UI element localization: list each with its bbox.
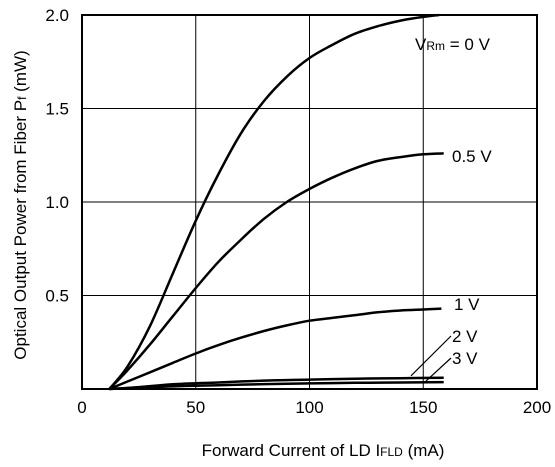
x-tick-label: 50 <box>186 398 205 417</box>
series-line <box>109 380 444 391</box>
y-tick-label: 1.5 <box>45 100 69 119</box>
x-tick-label: 0 <box>77 398 86 417</box>
label-leader-line <box>425 357 452 382</box>
y-tick-label: 0.5 <box>45 287 69 306</box>
y-axis-label: Optical Output Power from Fiber Pf (mW) <box>11 50 30 359</box>
x-tick-label: 100 <box>295 398 323 417</box>
plot-frame <box>81 14 538 390</box>
x-tick-label: 200 <box>523 398 551 417</box>
y-tick-label: 1.0 <box>45 193 69 212</box>
series-label: 2 V <box>452 327 478 346</box>
grid-lines <box>82 15 537 389</box>
x-tick-labels: 0 50 100 150 200 <box>77 398 551 417</box>
y-tick-labels: 0.5 1.0 1.5 2.0 <box>45 6 69 306</box>
series-line <box>108 152 444 390</box>
series-labels: VRm = 0 V 0.5 V 1 V 2 V 3 V <box>410 35 492 382</box>
x-tick-label: 150 <box>409 398 437 417</box>
series-label: 1 V <box>454 295 480 314</box>
series-line <box>108 307 442 391</box>
series-lines <box>108 13 444 391</box>
y-tick-label: 2.0 <box>45 6 69 25</box>
series-label: 0.5 V <box>452 147 492 166</box>
series-label: VRm = 0 V <box>415 35 491 54</box>
x-axis-label: Forward Current of LD IFLD (mA) <box>202 441 445 460</box>
label-leader-line <box>410 335 452 377</box>
series-label: 3 V <box>452 349 478 368</box>
series-line <box>108 13 440 390</box>
